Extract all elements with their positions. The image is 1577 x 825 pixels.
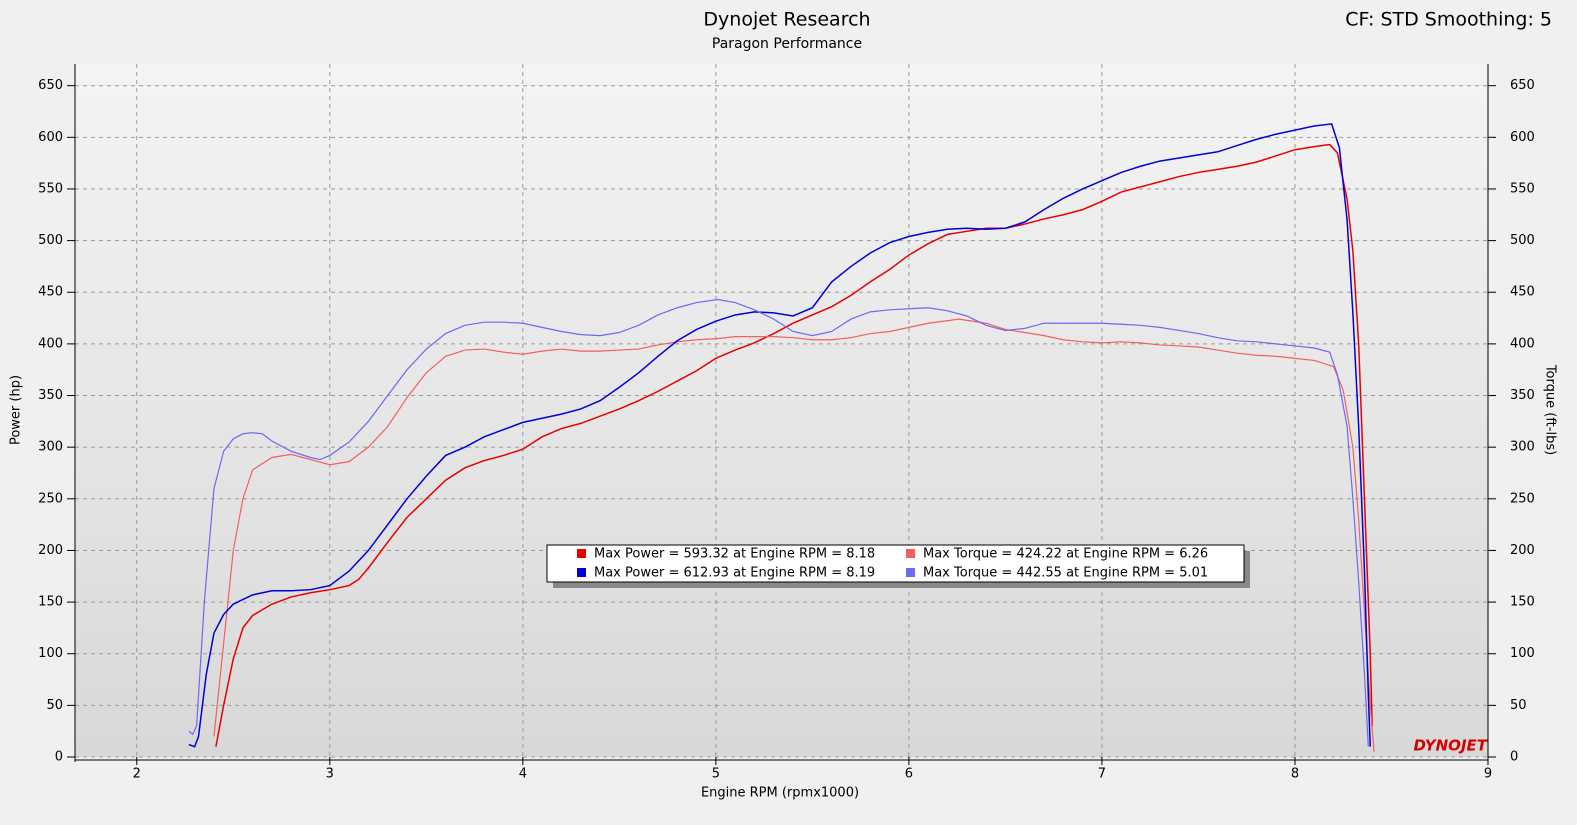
corner-text: CF: STD Smoothing: 5	[1345, 9, 1552, 31]
y2-tick-label: 50	[1510, 698, 1527, 713]
y-tick-label: 450	[38, 285, 63, 300]
plot-area	[75, 64, 1488, 757]
y2-tick-label: 450	[1510, 285, 1535, 300]
legend-marker	[906, 568, 915, 577]
y-tick-label: 150	[38, 595, 63, 610]
y-tick-label: 200	[38, 543, 63, 558]
chart-subtitle: Paragon Performance	[712, 36, 862, 52]
y2-tick-label: 300	[1510, 440, 1535, 455]
y-tick-label: 250	[38, 491, 63, 506]
line	[188, 298, 1369, 747]
y-axis-label: Power (hp)	[9, 375, 24, 445]
x-tick-label: 6	[905, 767, 913, 782]
x-tick-label: 8	[1291, 767, 1299, 782]
y2-tick-label: 350	[1510, 388, 1535, 403]
y-tick-label: 0	[55, 750, 63, 765]
watermark: DYNOJET	[1413, 737, 1488, 755]
y2-tick-label: 400	[1510, 336, 1535, 351]
x-tick-label: 3	[326, 767, 334, 782]
y2-tick-label: 0	[1510, 750, 1518, 765]
y2-tick-label: 150	[1510, 595, 1535, 610]
x-tick-label: 7	[1098, 767, 1106, 782]
legend-label: Max Power = 612.93 at Engine RPM = 8.19	[594, 566, 875, 581]
x-tick-label: 4	[519, 767, 527, 782]
legend-label: Max Torque = 442.55 at Engine RPM = 5.01	[923, 566, 1208, 581]
y2-tick-label: 600	[1510, 130, 1535, 145]
y2-tick-label: 200	[1510, 543, 1535, 558]
y-tick-label: 300	[38, 440, 63, 455]
legend-marker	[577, 549, 586, 558]
y-tick-label: 100	[38, 646, 63, 661]
chart-title: Dynojet Research	[703, 9, 870, 31]
legend-marker	[906, 549, 915, 558]
y2-tick-label: 650	[1510, 78, 1535, 93]
legend	[546, 544, 1245, 583]
x-axis-label: Engine RPM (rpmx1000)	[701, 786, 859, 801]
legend-label: Max Torque = 424.22 at Engine RPM = 6.26	[923, 547, 1208, 562]
y-tick-label: 50	[46, 698, 63, 713]
y2-tick-label: 500	[1510, 233, 1535, 248]
y-tick-label: 600	[38, 130, 63, 145]
legend-label: Max Power = 593.32 at Engine RPM = 8.18	[594, 547, 875, 562]
y-tick-label: 400	[38, 336, 63, 351]
y2-axis-label: Torque (ft-lbs)	[1543, 364, 1558, 455]
line	[188, 123, 1371, 748]
y2-tick-label: 100	[1510, 646, 1535, 661]
y-tick-label: 650	[38, 78, 63, 93]
x-tick-label: 5	[712, 767, 720, 782]
line	[215, 143, 1373, 747]
line	[213, 318, 1375, 752]
x-tick-label: 9	[1484, 767, 1492, 782]
legend-marker	[577, 568, 586, 577]
x-tick-label: 2	[133, 767, 141, 782]
y-tick-label: 500	[38, 233, 63, 248]
y2-tick-label: 550	[1510, 181, 1535, 196]
y-tick-label: 550	[38, 181, 63, 196]
y-tick-label: 350	[38, 388, 63, 403]
y2-tick-label: 250	[1510, 491, 1535, 506]
